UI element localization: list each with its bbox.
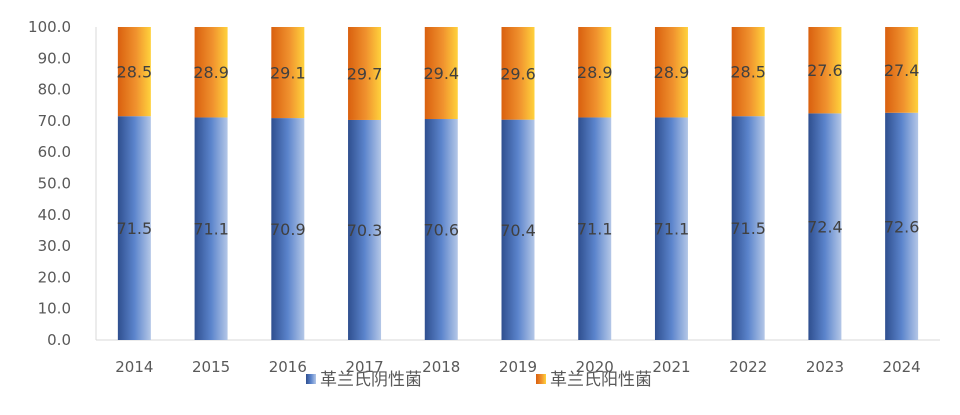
y-tick-label: 20.0 <box>38 268 71 286</box>
data-label: 28.9 <box>577 63 613 82</box>
data-label: 70.6 <box>423 221 459 240</box>
x-tick-label: 2024 <box>883 358 921 376</box>
legend: 革兰氏阴性菌 革兰氏阳性菌 <box>306 370 652 390</box>
data-label: 28.9 <box>193 63 229 82</box>
y-tick-label: 90.0 <box>38 49 71 67</box>
x-tick-label: 2022 <box>729 358 767 376</box>
data-label: 71.1 <box>654 220 690 239</box>
data-label: 29.6 <box>500 64 536 83</box>
bar-segment-negative <box>194 117 228 340</box>
legend-swatch-positive <box>536 374 546 384</box>
bar-segment-positive <box>578 27 612 118</box>
bar-segment-negative <box>117 116 151 340</box>
y-axis: 0.0 10.0 20.0 30.0 40.0 50.0 60.0 70.0 80.0 90.0 1… <box>28 18 97 349</box>
data-label: 71.5 <box>730 219 766 238</box>
x-axis: 2014 2015 2016 2017 2018 2019 2020 2021 2022 2023… <box>96 339 940 376</box>
data-label: 72.6 <box>884 217 920 236</box>
y-tick-label: 100.0 <box>28 18 71 36</box>
data-label: 70.4 <box>500 221 536 240</box>
data-label: 27.6 <box>807 61 843 80</box>
x-tick-label: 2019 <box>499 358 537 376</box>
legend-label: 革兰氏阴性菌 <box>320 370 422 390</box>
data-label: 71.1 <box>193 220 229 239</box>
x-tick-label: 2021 <box>652 358 690 376</box>
bars <box>117 27 919 341</box>
bar-segment-positive <box>424 27 458 120</box>
data-label: 71.5 <box>117 219 153 238</box>
bar-segment-positive <box>501 27 535 120</box>
x-tick-label: 2018 <box>422 358 460 376</box>
legend-swatch-negative <box>306 374 316 384</box>
bar-segment-positive <box>731 27 765 117</box>
data-label: 29.4 <box>423 64 459 83</box>
data-label: 70.3 <box>347 221 383 240</box>
bar-segment-negative <box>731 116 765 340</box>
y-tick-label: 30.0 <box>38 237 71 255</box>
y-tick-label: 80.0 <box>38 81 71 99</box>
bar-segment-positive <box>194 27 228 118</box>
bar-segment-negative <box>654 117 688 340</box>
bar-segment-positive <box>885 27 919 113</box>
x-tick-label: 2023 <box>806 358 844 376</box>
data-label: 29.7 <box>347 64 383 83</box>
bar-segment-negative <box>348 119 382 340</box>
y-tick-label: 0.0 <box>47 331 71 349</box>
y-tick-label: 50.0 <box>38 175 71 193</box>
data-label: 28.5 <box>730 63 766 82</box>
bar-segment-positive <box>348 27 382 120</box>
data-labels: 71.5 28.5 71.1 28.9 70.9 29.1 70.3 29.7 70.6 29.4… <box>117 61 920 240</box>
data-label: 72.4 <box>807 218 843 237</box>
bar-segment-negative <box>808 113 842 340</box>
data-label: 71.1 <box>577 220 613 239</box>
x-tick-label: 2015 <box>192 358 230 376</box>
y-tick-label: 60.0 <box>38 143 71 161</box>
data-label: 28.9 <box>654 63 690 82</box>
bar-segment-negative <box>501 119 535 340</box>
legend-label: 革兰氏阳性菌 <box>550 370 652 390</box>
bar-segment-negative <box>578 117 612 340</box>
bar-segment-negative <box>424 119 458 340</box>
x-tick-label: 2020 <box>576 358 614 376</box>
data-label: 27.4 <box>884 61 920 80</box>
y-tick-label: 70.0 <box>38 112 71 130</box>
bar-segment-positive <box>271 27 305 119</box>
data-label: 29.1 <box>270 64 306 83</box>
bar-segment-negative <box>271 118 305 340</box>
data-label: 70.9 <box>270 220 306 239</box>
x-tick-label: 2016 <box>269 358 307 376</box>
bar-segment-positive <box>654 27 688 118</box>
bar-segment-positive <box>808 27 842 114</box>
bar-segment-positive <box>117 27 151 117</box>
bar-segment-negative <box>885 112 919 341</box>
x-tick-label: 2014 <box>115 358 153 376</box>
x-tick-label: 2017 <box>345 358 383 376</box>
y-tick-label: 10.0 <box>38 300 71 318</box>
y-tick-label: 40.0 <box>38 206 71 224</box>
data-label: 28.5 <box>117 63 153 82</box>
